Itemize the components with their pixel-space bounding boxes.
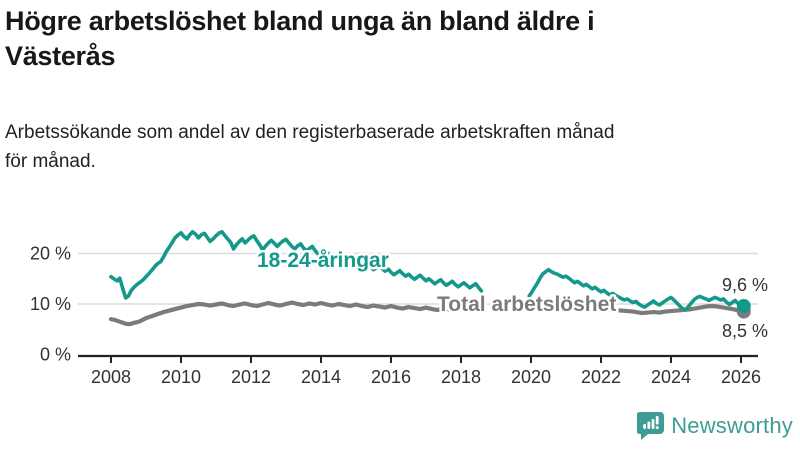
x-tick-label: 2014	[301, 367, 341, 387]
speech-bubble-shape	[637, 412, 665, 440]
x-tick-label: 2018	[441, 367, 481, 387]
brand-name: Newsworthy	[671, 412, 793, 438]
bar-1	[643, 424, 647, 429]
x-tick-label: 2008	[91, 367, 131, 387]
y-tick-label: 10 %	[30, 294, 71, 314]
x-tick-label: 2024	[651, 367, 691, 387]
series-label-1: Total arbetslöshet	[437, 293, 616, 316]
series-segment	[109, 229, 484, 300]
y-tick-label: 20 %	[30, 244, 71, 264]
bar-2	[647, 421, 651, 429]
x-tick-label: 2026	[721, 367, 761, 387]
x-tick-label: 2016	[371, 367, 411, 387]
newsworthy-bubble-chart-icon	[637, 412, 665, 440]
newsworthy-logo: Newsworthy	[637, 411, 793, 440]
series-label-0: 18-24-åringar	[257, 249, 389, 272]
page-title-line-1: Högre arbetslöshet bland unga än bland ä…	[5, 6, 595, 36]
x-axis: 2008 2010 2012 2014 2016 2018 2020 2022 2024 2026	[78, 354, 761, 387]
page-title: Högre arbetslöshet bland unga än bland ä…	[5, 4, 797, 74]
exclamation-bar	[655, 416, 659, 425]
page-title-line-2: Västerås	[5, 41, 116, 72]
y-tick-label: 0 %	[40, 345, 71, 365]
series-end-value-1: 8,5 %	[722, 321, 768, 341]
page-subtitle: Arbetssökande som andel av den registerb…	[5, 119, 790, 176]
page-subtitle-line-1: Arbetssökande som andel av den registerb…	[5, 122, 615, 143]
series-line-1	[108, 297, 746, 327]
series-segment	[108, 300, 484, 327]
series-end-value-0: 9,6 %	[722, 275, 768, 295]
x-tick-label: 2012	[231, 367, 271, 387]
exclamation-dot	[655, 426, 659, 430]
x-tick-label: 2022	[581, 367, 621, 387]
x-tick-label: 2020	[511, 367, 551, 387]
bar-3	[651, 419, 655, 429]
x-tick-label: 2010	[161, 367, 201, 387]
series-line-0	[109, 229, 746, 312]
series-segment	[527, 267, 746, 312]
y-axis-labels: 0 % 10 % 20 %	[30, 244, 71, 365]
page-subtitle-line-2: för månad.	[5, 150, 96, 172]
series-segment	[527, 297, 746, 316]
series-end-dot-0	[736, 299, 751, 314]
